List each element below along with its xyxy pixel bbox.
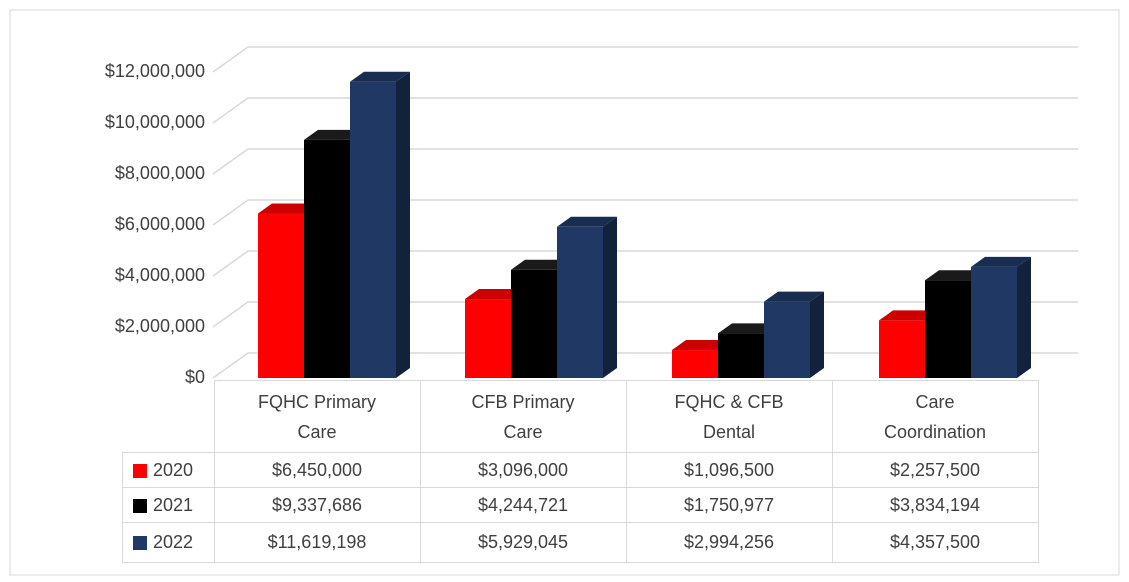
legend-label: 2021 [153,494,194,515]
value-label: $3,834,194 [831,487,1039,523]
bar [764,291,824,378]
bar-front [879,320,925,378]
bar-top [557,216,617,227]
bar-side [396,71,410,378]
bar-top [925,270,985,281]
bar-top [465,289,525,300]
value-label: $3,096,000 [419,452,627,488]
bar-top [879,310,939,321]
bar-top [304,129,364,140]
bar-top [258,203,318,214]
bar-front [718,333,764,378]
bar-front [304,139,350,378]
bar-top [350,71,410,82]
bar [971,256,1031,378]
header-row: FQHC Primary Care CFB Primary Care FQHC & … [122,380,1039,453]
category-label: Care Coordination [831,380,1039,453]
value-label: $4,244,721 [419,487,627,523]
bar-side [603,216,617,378]
category-label: CFB Primary Care [419,380,627,453]
value-label: $9,337,686 [213,487,421,523]
value-label: $1,750,977 [625,487,833,523]
bar-side [810,291,824,378]
legend-label: 2022 [153,532,194,552]
bar-side [1017,256,1031,378]
grid-line [212,97,1078,124]
legend-swatch [133,463,147,478]
legend-swatch [133,536,147,551]
bar-front [350,81,396,378]
y-tick-label: $8,000,000 [115,163,205,183]
bar [350,71,410,378]
legend-cell: 2022 [122,522,215,563]
bar [557,216,617,378]
bar-top [764,291,824,302]
series-row: 2022 $11,619,198 $5,929,045 $2,994,256 $4,35… [122,522,1039,563]
y-tick-label: $6,000,000 [115,214,205,234]
bar-top [672,340,732,351]
legend-label: 2020 [153,459,194,480]
bar-front [557,226,603,378]
bar-front [971,266,1017,378]
series-row: 2021 $9,337,686 $4,244,721 $1,750,977 $3,834… [122,487,1039,523]
y-tick-label: $10,000,000 [105,112,205,132]
value-label: $5,929,045 [419,522,627,563]
bar-front [258,213,304,378]
series-row: 2020 $6,450,000 $3,096,000 $1,096,500 $2,257… [122,452,1039,488]
chart-border [9,9,1120,576]
bar-front [764,301,810,378]
bar-top [718,323,778,334]
value-label: $4,357,500 [831,522,1039,563]
bar-front [511,269,557,378]
bar-front [465,299,511,378]
bar-front [672,350,718,378]
legend-cell: 2020 [122,452,215,488]
y-tick-label: $2,000,000 [115,316,205,336]
bar-top [511,259,571,270]
category-label: FQHC Primary Care [213,380,421,453]
grid-line [212,148,1078,175]
legend-swatch [133,498,147,513]
y-tick-label: $4,000,000 [115,265,205,285]
data-table: FQHC Primary Care CFB Primary Care FQHC & … [122,380,1039,563]
value-label: $11,619,198 [213,522,421,563]
blank-cell [122,380,215,453]
value-label: $6,450,000 [213,452,421,488]
category-label: FQHC & CFB Dental [625,380,833,453]
grid-line [212,46,1078,73]
y-tick-label: $12,000,000 [105,61,205,81]
value-label: $2,994,256 [625,522,833,563]
bar-front [925,280,971,378]
grid-line [212,250,1078,277]
bar-top [971,256,1031,267]
value-label: $2,257,500 [831,452,1039,488]
value-label: $1,096,500 [625,452,833,488]
grid-line [212,199,1078,226]
legend-cell: 2021 [122,487,215,523]
